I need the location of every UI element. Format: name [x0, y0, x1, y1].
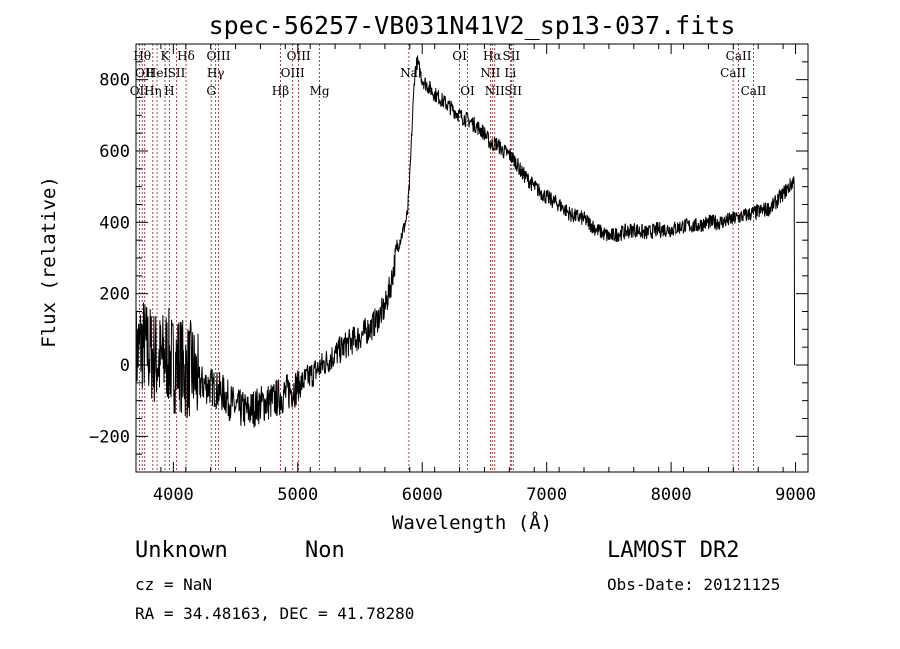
y-axis: −200 0 200 400 600 800 — [89, 43, 808, 473]
line-markers — [138, 44, 754, 472]
y-tick-label-1: 0 — [120, 356, 130, 376]
line-marker-label-27: CaII — [741, 84, 767, 98]
line-marker-label-26: CaII — [726, 49, 752, 63]
x-tick-label-0: 4000 — [153, 485, 194, 505]
x-tick-label-1: 5000 — [277, 485, 318, 505]
x-tick-label-5: 9000 — [775, 485, 816, 505]
y-tick-label-3: 400 — [99, 213, 130, 233]
survey-name: LAMOST DR2 — [607, 538, 740, 563]
line-marker-label-23: SII — [502, 49, 520, 63]
line-marker-label-2: OII — [135, 66, 155, 80]
x-tick-label-2: 6000 — [402, 485, 443, 505]
line-marker-label-0: OII — [130, 84, 150, 98]
obs-date: Obs-Date: 20121125 — [607, 575, 781, 594]
line-marker-label-12: Hβ — [272, 84, 289, 98]
line-marker-label-4: HeI — [146, 66, 169, 80]
object-class: Unknown — [135, 538, 228, 563]
line-marker-label-6: H — [164, 84, 174, 98]
x-tick-label-4: 8000 — [651, 485, 692, 505]
line-marker-label-22: Li — [504, 66, 516, 80]
line-marker-label-9: G — [206, 84, 216, 98]
line-marker-label-17: OI — [452, 49, 467, 63]
coordinates: RA = 34.48163, DEC = 41.78280 — [135, 604, 415, 623]
line-marker-label-3: Hη — [144, 84, 162, 98]
y-tick-label-2: 200 — [99, 285, 130, 305]
object-subclass: Non — [305, 538, 345, 563]
y-tick-label-0: −200 — [89, 427, 130, 447]
line-marker-label-16: Na — [400, 66, 418, 80]
line-marker-label-13: OIII — [281, 66, 305, 80]
redshift-cz: cz = NaN — [135, 575, 213, 594]
line-marker-label-20: Hα — [483, 49, 502, 63]
line-marker-label-11: OIII — [206, 49, 230, 63]
line-marker-label-21: NII — [485, 84, 505, 98]
chart-title: spec-56257-VB031N41V2_sp13-037.fits — [209, 11, 736, 40]
x-tick-label-3: 7000 — [526, 485, 567, 505]
line-marker-label-14: OIII — [287, 49, 311, 63]
line-marker-label-1: Hθ — [133, 49, 151, 63]
line-marker-label-5: K — [161, 49, 171, 63]
line-marker-label-10: Hγ — [207, 66, 225, 80]
line-marker-label-19: NII — [480, 66, 500, 80]
plot-frame — [135, 43, 809, 473]
line-marker-label-24: SII — [504, 84, 522, 98]
y-tick-label-4: 600 — [99, 142, 130, 162]
y-axis-label: Flux (relative) — [38, 176, 60, 348]
line-marker-label-8: Hδ — [177, 49, 195, 63]
line-marker-label-18: OI — [460, 84, 475, 98]
x-axis-label: Wavelength (Å) — [392, 511, 552, 534]
line-marker-labels: OIIHθOIIHηHeIKHSIIHδGHγOIIIHβOIIIOIIIMgN… — [130, 49, 767, 98]
line-marker-label-15: Mg — [310, 84, 330, 98]
x-axis: 4000 5000 6000 7000 8000 9000 — [135, 44, 816, 505]
line-marker-label-7: SII — [168, 66, 186, 80]
y-tick-label-5: 800 — [99, 71, 130, 91]
spectrum-line — [135, 55, 796, 428]
line-marker-label-25: CaII — [720, 66, 746, 80]
